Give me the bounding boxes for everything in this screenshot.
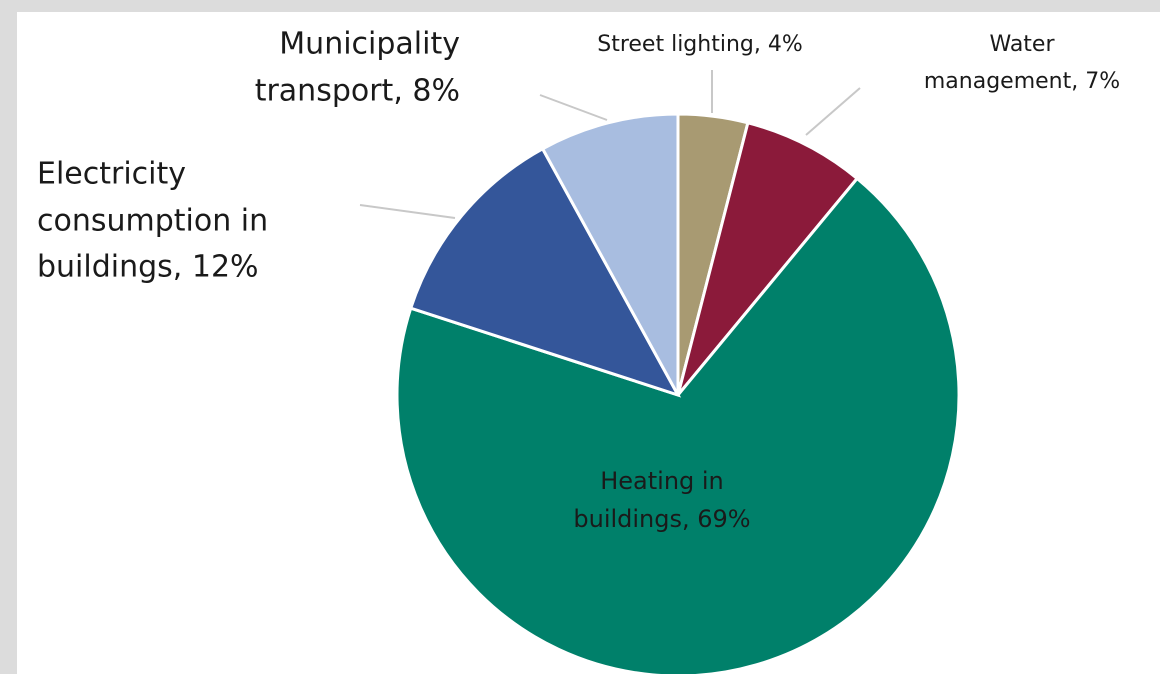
slice-label: Heating in [600,467,724,495]
leader-line [805,87,861,136]
slice-label: Municipality [279,27,460,62]
slice-label: Water [989,32,1055,57]
pie-slice [540,112,680,396]
slice-label: Street lighting, 4% [597,32,803,57]
leader-line [359,204,456,219]
leader-line [539,94,608,121]
slice-label: transport, 8% [255,74,460,109]
slice-label: Electricity [37,157,186,192]
slice-label: management, 7% [924,69,1120,94]
slice-label: buildings, 12% [37,250,259,285]
pie-slice [676,121,860,396]
slice-label: buildings, 69% [573,505,750,533]
slice-label: consumption in [37,204,268,239]
pie-slice [395,176,961,674]
pie-slice [408,146,682,398]
